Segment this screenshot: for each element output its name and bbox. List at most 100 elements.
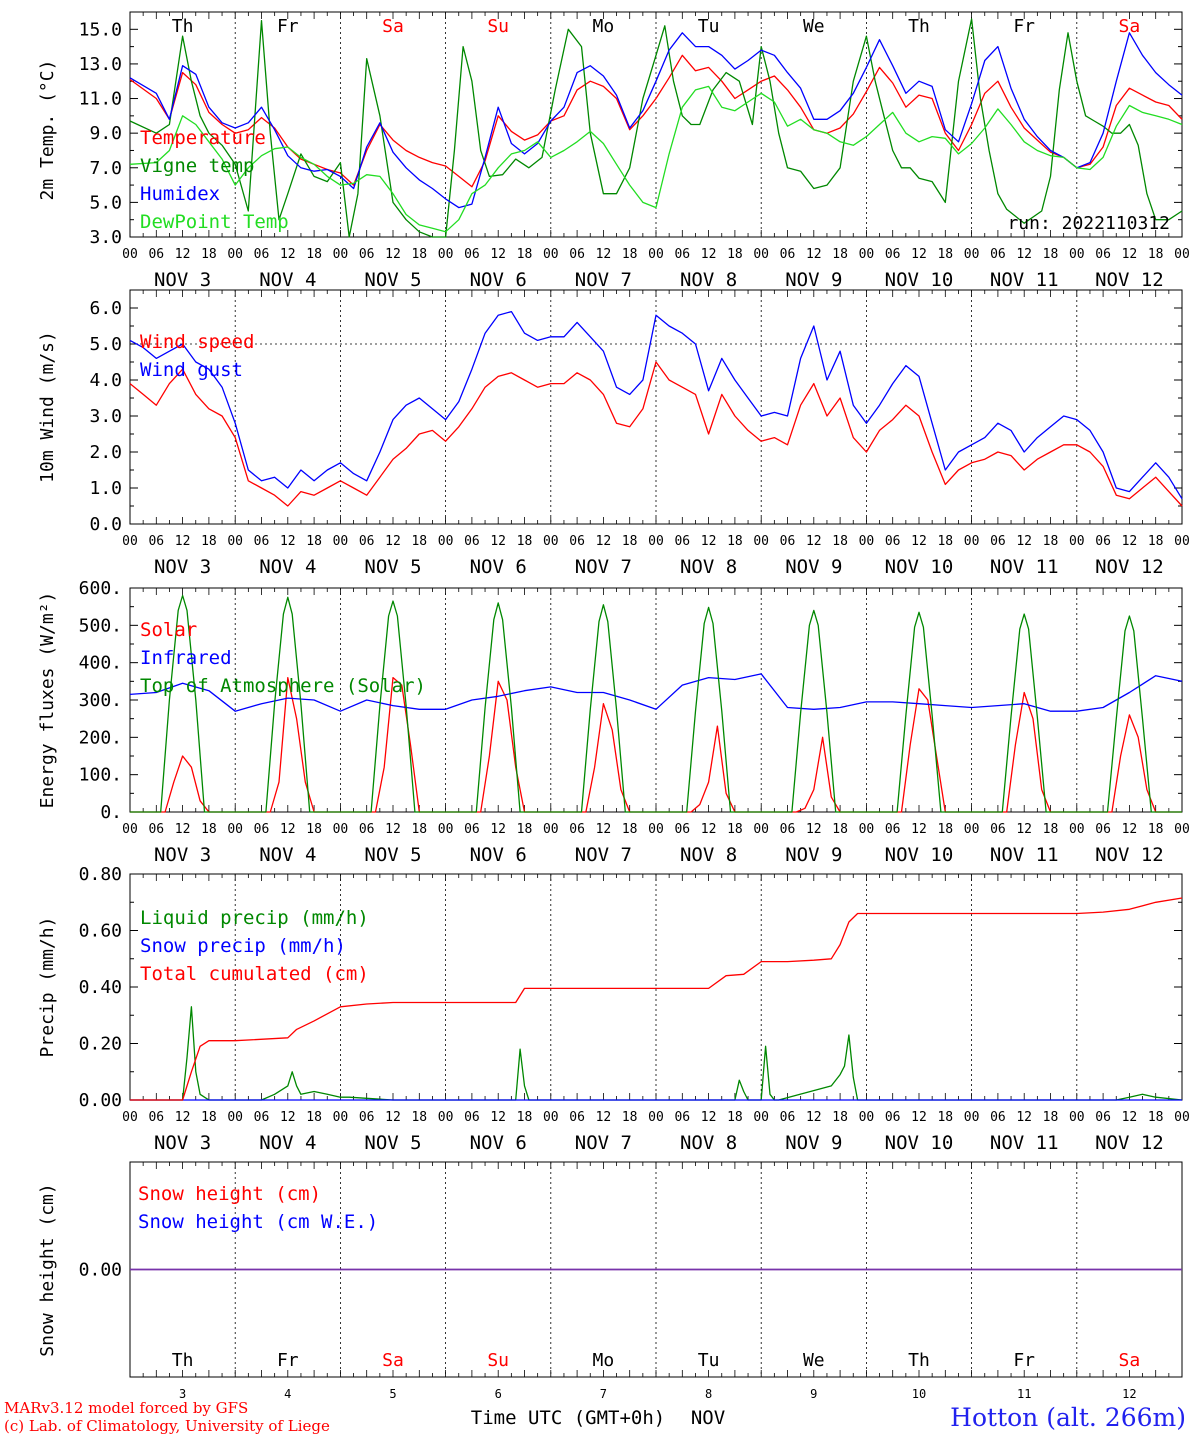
hour-tick-label: 12 — [490, 534, 506, 549]
hour-tick-label: 06 — [885, 534, 901, 549]
hour-tick-label: 00 — [964, 822, 980, 837]
day-number-label: 9 — [810, 1387, 817, 1401]
hour-tick-label: 00 — [753, 822, 769, 837]
y-tick-label: 0.00 — [79, 1090, 122, 1111]
y-tick-label: 1.0 — [89, 478, 122, 499]
hour-tick-label: 18 — [306, 1110, 322, 1125]
model-credit: MARv3.12 model forced by GFS (c) Lab. of… — [4, 1399, 330, 1435]
hour-tick-label: 00 — [1174, 822, 1190, 837]
hour-tick-label: 12 — [490, 247, 506, 262]
y-tick-label: 11.0 — [79, 89, 122, 110]
hour-tick-label: 18 — [727, 534, 743, 549]
date-label: NOV 11 — [990, 1132, 1059, 1154]
hour-tick-label: 18 — [937, 822, 953, 837]
hour-tick-label: 18 — [411, 247, 427, 262]
y-tick-label: 0.80 — [79, 864, 122, 885]
day-of-week-label: Fr — [277, 1350, 299, 1371]
date-label: NOV 8 — [680, 269, 737, 291]
hour-tick-label: 06 — [359, 534, 375, 549]
hour-tick-label: 06 — [674, 822, 690, 837]
hour-tick-label: 06 — [569, 247, 585, 262]
date-label: NOV 9 — [785, 556, 842, 578]
hour-tick-label: 06 — [780, 822, 796, 837]
hour-tick-label: 18 — [727, 822, 743, 837]
hour-tick-label: 18 — [517, 534, 533, 549]
hour-tick-label: 18 — [1148, 247, 1164, 262]
y-tick-label: 3.0 — [89, 227, 122, 248]
hour-tick-label: 12 — [1122, 1110, 1138, 1125]
hour-tick-label: 06 — [1095, 534, 1111, 549]
hour-tick-label: 12 — [701, 822, 717, 837]
date-label: NOV 12 — [1095, 844, 1164, 866]
hour-tick-label: 06 — [359, 822, 375, 837]
series-total-cumulated-cm--line — [130, 897, 1183, 1101]
hour-tick-label: 06 — [885, 247, 901, 262]
hour-tick-label: 18 — [832, 822, 848, 837]
hour-tick-label: 00 — [964, 247, 980, 262]
hour-tick-label: 18 — [1043, 534, 1059, 549]
hour-tick-label: 00 — [122, 1110, 138, 1125]
hour-tick-label: 00 — [543, 247, 559, 262]
legend-entry: Temperature — [140, 127, 266, 149]
hour-tick-label: 12 — [911, 822, 927, 837]
date-label: NOV 5 — [364, 269, 421, 291]
date-label: NOV 3 — [154, 844, 211, 866]
series-vigne-temp-line — [129, 18, 1183, 238]
date-label: NOV 10 — [885, 556, 954, 578]
date-label: NOV 12 — [1095, 1132, 1164, 1154]
hour-tick-label: 12 — [385, 534, 401, 549]
hour-tick-label: 06 — [780, 534, 796, 549]
hour-tick-label: 06 — [885, 822, 901, 837]
hour-tick-label: 12 — [280, 534, 296, 549]
hour-tick-label: 00 — [1174, 247, 1190, 262]
day-number-label: 6 — [495, 1387, 502, 1401]
hour-tick-label: 00 — [753, 247, 769, 262]
hour-tick-label: 18 — [1148, 822, 1164, 837]
date-label: NOV 11 — [990, 556, 1059, 578]
date-label: NOV 10 — [885, 1132, 954, 1154]
date-label: NOV 7 — [575, 556, 632, 578]
hour-tick-label: 18 — [622, 822, 638, 837]
hour-tick-label: 00 — [1069, 534, 1085, 549]
day-number-label: 5 — [389, 1387, 396, 1401]
hour-tick-label: 00 — [1174, 1110, 1190, 1125]
y-axis-label: Snow height (cm) — [37, 1183, 58, 1356]
hour-tick-label: 18 — [622, 1110, 638, 1125]
y-tick-label: 13.0 — [79, 54, 122, 75]
y-tick-label: 0.00 — [79, 1260, 122, 1281]
hour-tick-label: 00 — [964, 1110, 980, 1125]
hour-tick-label: 18 — [832, 247, 848, 262]
series-wind-gust-line — [129, 310, 1183, 500]
hour-tick-label: 00 — [648, 247, 664, 262]
y-tick-label: 2.0 — [89, 442, 122, 463]
hour-tick-label: 12 — [490, 822, 506, 837]
hour-tick-label: 06 — [254, 1110, 270, 1125]
hour-tick-label: 00 — [648, 1110, 664, 1125]
date-label: NOV 5 — [364, 1132, 421, 1154]
day-of-week-label: Th — [908, 16, 930, 37]
hour-tick-label: 12 — [911, 247, 927, 262]
hour-tick-label: 12 — [175, 247, 191, 262]
hour-tick-label: 00 — [859, 1110, 875, 1125]
hour-tick-label: 06 — [464, 822, 480, 837]
hour-tick-label: 18 — [201, 534, 217, 549]
date-label: NOV 4 — [259, 269, 316, 291]
run-label: run: 2022110312 — [1007, 213, 1170, 234]
hour-tick-label: 00 — [859, 534, 875, 549]
credit-line-model: MARv3.12 model forced by GFS — [4, 1399, 249, 1417]
date-label: NOV 6 — [470, 1132, 527, 1154]
date-label: NOV 6 — [470, 844, 527, 866]
date-label: NOV 7 — [575, 269, 632, 291]
date-label: NOV 9 — [785, 1132, 842, 1154]
series-humidex-line — [129, 32, 1183, 209]
day-of-week-label: Fr — [1013, 1350, 1035, 1371]
day-number-label: 8 — [705, 1387, 712, 1401]
hour-tick-label: 12 — [701, 1110, 717, 1125]
y-axis-label: 2m Temp. (°C) — [37, 60, 58, 201]
legend-entry: Top of Atmosphere (Solar) — [140, 675, 426, 697]
date-label: NOV 8 — [680, 556, 737, 578]
day-of-week-label: Tu — [698, 1350, 720, 1371]
date-label: NOV 8 — [680, 844, 737, 866]
hour-tick-label: 12 — [385, 1110, 401, 1125]
hour-tick-label: 06 — [1095, 1110, 1111, 1125]
